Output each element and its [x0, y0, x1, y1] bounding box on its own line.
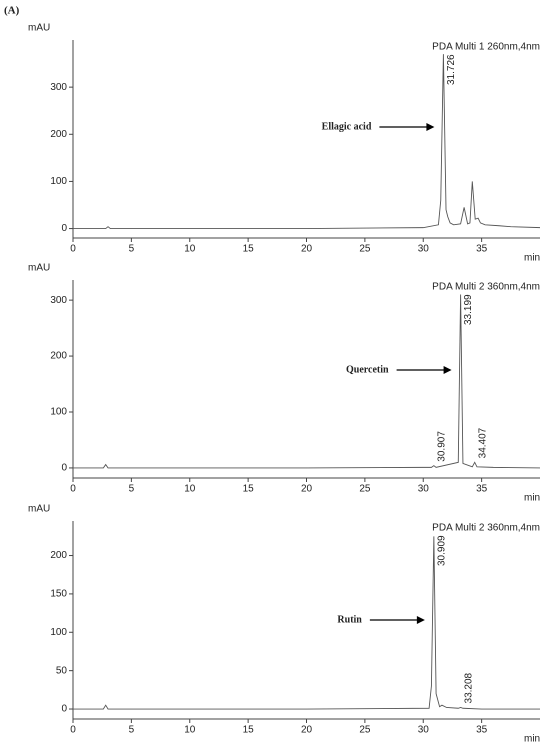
x-tick-label: 0 [70, 725, 76, 736]
x-tick-label: 25 [359, 725, 371, 736]
x-tick-label: 0 [70, 244, 76, 255]
chromatogram-line [73, 536, 540, 710]
x-tick-label: 30 [418, 244, 430, 255]
peak-label: 33.208 [463, 672, 474, 703]
x-tick-label: 0 [70, 484, 76, 495]
x-tick-label: 10 [184, 484, 196, 495]
y-tick-label: 300 [50, 295, 67, 306]
x-tick-label: 35 [476, 244, 488, 255]
y-tick-label: 0 [61, 463, 67, 474]
y-tick-label: 50 [56, 665, 68, 676]
chart-title: PDA Multi 1 260nm,4nm [432, 42, 540, 53]
x-axis-label: min [524, 253, 540, 264]
y-axis-label: mAU [28, 23, 50, 34]
x-axis-label: min [524, 493, 540, 504]
peak-label: 33.199 [463, 294, 474, 325]
annotation: Rutin [337, 614, 362, 625]
x-tick-label: 35 [476, 725, 488, 736]
arrow-head [443, 366, 452, 374]
x-tick-label: 5 [129, 244, 135, 255]
arrow-head [426, 123, 435, 131]
x-tick-label: 30 [418, 484, 430, 495]
chart-title: PDA Multi 2 360nm,4nm [432, 282, 540, 293]
x-tick-label: 5 [129, 484, 135, 495]
y-tick-label: 100 [50, 407, 67, 418]
peak-label: 30.907 [436, 431, 447, 462]
y-tick-label: 200 [50, 129, 67, 140]
x-tick-label: 5 [129, 725, 135, 736]
x-tick-label: 20 [301, 725, 313, 736]
x-tick-label: 20 [301, 484, 313, 495]
y-axis-label: mAU [28, 504, 50, 515]
y-tick-label: 200 [50, 550, 67, 561]
annotation: Ellagic acid [322, 121, 372, 132]
y-tick-label: 300 [50, 82, 67, 93]
x-tick-label: 35 [476, 484, 488, 495]
chromatogram-line [73, 54, 541, 230]
arrow-head [416, 616, 425, 624]
x-tick-label: 10 [184, 244, 196, 255]
panel-label: (A) [4, 5, 20, 17]
y-tick-label: 100 [50, 627, 67, 638]
annotation: Quercetin [346, 364, 389, 375]
y-tick-label: 0 [61, 223, 67, 234]
chart-title: PDA Multi 2 360nm,4nm [432, 523, 540, 534]
x-tick-label: 15 [243, 484, 255, 495]
chromatogram-line [73, 294, 541, 469]
y-axis-label: mAU [28, 263, 50, 274]
y-tick-label: 200 [50, 351, 67, 362]
y-tick-label: 150 [50, 589, 67, 600]
peak-label: 30.909 [437, 535, 448, 566]
x-tick-label: 20 [301, 244, 313, 255]
x-tick-label: 25 [359, 244, 371, 255]
x-axis-label: min [524, 734, 540, 745]
x-tick-label: 15 [243, 725, 255, 736]
x-tick-label: 25 [359, 484, 371, 495]
x-tick-label: 30 [418, 725, 430, 736]
x-tick-label: 15 [243, 244, 255, 255]
peak-label: 34.407 [477, 427, 488, 458]
y-tick-label: 100 [50, 176, 67, 187]
peak-label: 31.726 [446, 54, 457, 85]
y-tick-label: 0 [61, 704, 67, 715]
x-tick-label: 10 [184, 725, 196, 736]
